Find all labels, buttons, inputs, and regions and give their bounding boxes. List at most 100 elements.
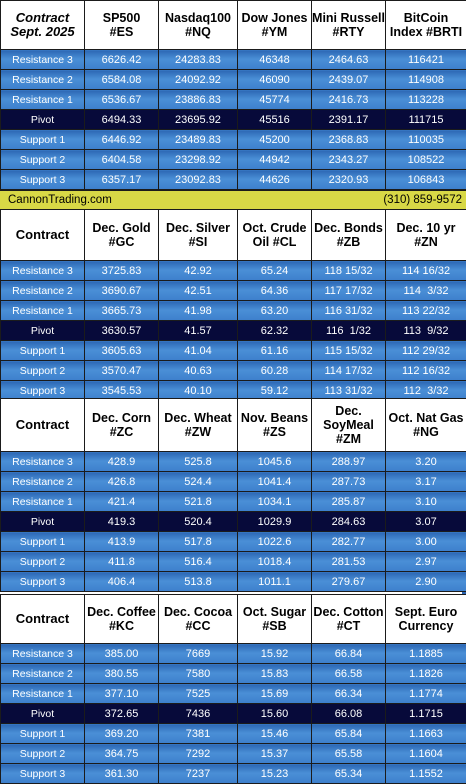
level-value: 115 15/32 (312, 341, 386, 361)
level-label: Pivot (1, 512, 85, 532)
instrument-header: Dec. Wheat#ZW (159, 399, 238, 452)
level-value: 114908 (386, 70, 466, 90)
instrument-header: Dec. Gold#GC (85, 210, 159, 261)
level-label: Pivot (1, 321, 85, 341)
level-value: 281.53 (312, 552, 386, 572)
level-value: 23489.83 (159, 130, 238, 150)
level-value: 3630.57 (85, 321, 159, 341)
level-value: 113 9/32 (386, 321, 466, 341)
cannon-trading-banner: CannonTrading.com (310) 859-9572 (0, 190, 466, 210)
level-value: 15.23 (238, 764, 312, 784)
level-value: 7292 (159, 744, 238, 764)
instrument-header: Dow Jones#YM (238, 1, 312, 50)
level-value: 106843 (386, 170, 466, 190)
level-value: 44626 (238, 170, 312, 190)
level-value: 517.8 (159, 532, 238, 552)
level-value: 66.84 (312, 644, 386, 664)
level-value: 285.87 (312, 492, 386, 512)
level-value: 6584.08 (85, 70, 159, 90)
level-value: 3725.83 (85, 261, 159, 281)
instrument-header: Dec. Silver#SI (159, 210, 238, 261)
instrument-header: Dec. Bonds#ZB (312, 210, 386, 261)
level-value: 413.9 (85, 532, 159, 552)
instrument-header: Oct. Nat Gas#NG (386, 399, 466, 452)
level-value: 284.63 (312, 512, 386, 532)
level-value: 23298.92 (159, 150, 238, 170)
level-label: Support 1 (1, 724, 85, 744)
level-value: 282.77 (312, 532, 386, 552)
level-label: Resistance 1 (1, 492, 85, 512)
level-value: 2464.63 (312, 50, 386, 70)
level-value: 3.00 (386, 532, 466, 552)
level-value: 3.20 (386, 452, 466, 472)
level-value: 110035 (386, 130, 466, 150)
instrument-header: Dec. Cocoa#CC (159, 595, 238, 644)
level-value: 7525 (159, 684, 238, 704)
level-value: 1.1604 (386, 744, 466, 764)
level-value: 7436 (159, 704, 238, 724)
level-label: Support 1 (1, 532, 85, 552)
level-value: 279.67 (312, 572, 386, 592)
instrument-header: Nasdaq100#NQ (159, 1, 238, 50)
level-value: 60.28 (238, 361, 312, 381)
level-value: 6446.92 (85, 130, 159, 150)
level-value: 1029.9 (238, 512, 312, 532)
level-value: 1041.4 (238, 472, 312, 492)
level-value: 65.34 (312, 764, 386, 784)
level-value: 421.4 (85, 492, 159, 512)
level-value: 108522 (386, 150, 466, 170)
level-value: 2391.17 (312, 110, 386, 130)
level-value: 3605.63 (85, 341, 159, 361)
level-value: 516.4 (159, 552, 238, 572)
level-label: Resistance 2 (1, 664, 85, 684)
instrument-header: Dec.SoyMeal#ZM (312, 399, 386, 452)
level-label: Support 3 (1, 764, 85, 784)
level-label: Resistance 1 (1, 684, 85, 704)
level-value: 377.10 (85, 684, 159, 704)
instrument-header: Mini Russell#RTY (312, 1, 386, 50)
banner-site: CannonTrading.com (8, 194, 112, 206)
level-value: 1034.1 (238, 492, 312, 512)
level-value: 411.8 (85, 552, 159, 572)
level-value: 406.4 (85, 572, 159, 592)
level-value: 2320.93 (312, 170, 386, 190)
level-value: 1011.1 (238, 572, 312, 592)
instrument-header: Dec. Cotton#CT (312, 595, 386, 644)
level-value: 428.9 (85, 452, 159, 472)
level-value: 41.57 (159, 321, 238, 341)
level-value: 6357.17 (85, 170, 159, 190)
level-value: 2.90 (386, 572, 466, 592)
contract-header: Contract (1, 595, 85, 644)
level-value: 45774 (238, 90, 312, 110)
level-value: 419.3 (85, 512, 159, 532)
level-label: Support 1 (1, 130, 85, 150)
level-value: 287.73 (312, 472, 386, 492)
level-value: 2343.27 (312, 150, 386, 170)
level-value: 7669 (159, 644, 238, 664)
level-label: Support 3 (1, 572, 85, 592)
level-value: 118 15/32 (312, 261, 386, 281)
level-value: 361.30 (85, 764, 159, 784)
level-value: 61.16 (238, 341, 312, 361)
level-value: 41.98 (159, 301, 238, 321)
instrument-header: Nov. Beans#ZS (238, 399, 312, 452)
level-value: 65.24 (238, 261, 312, 281)
level-value: 288.97 (312, 452, 386, 472)
